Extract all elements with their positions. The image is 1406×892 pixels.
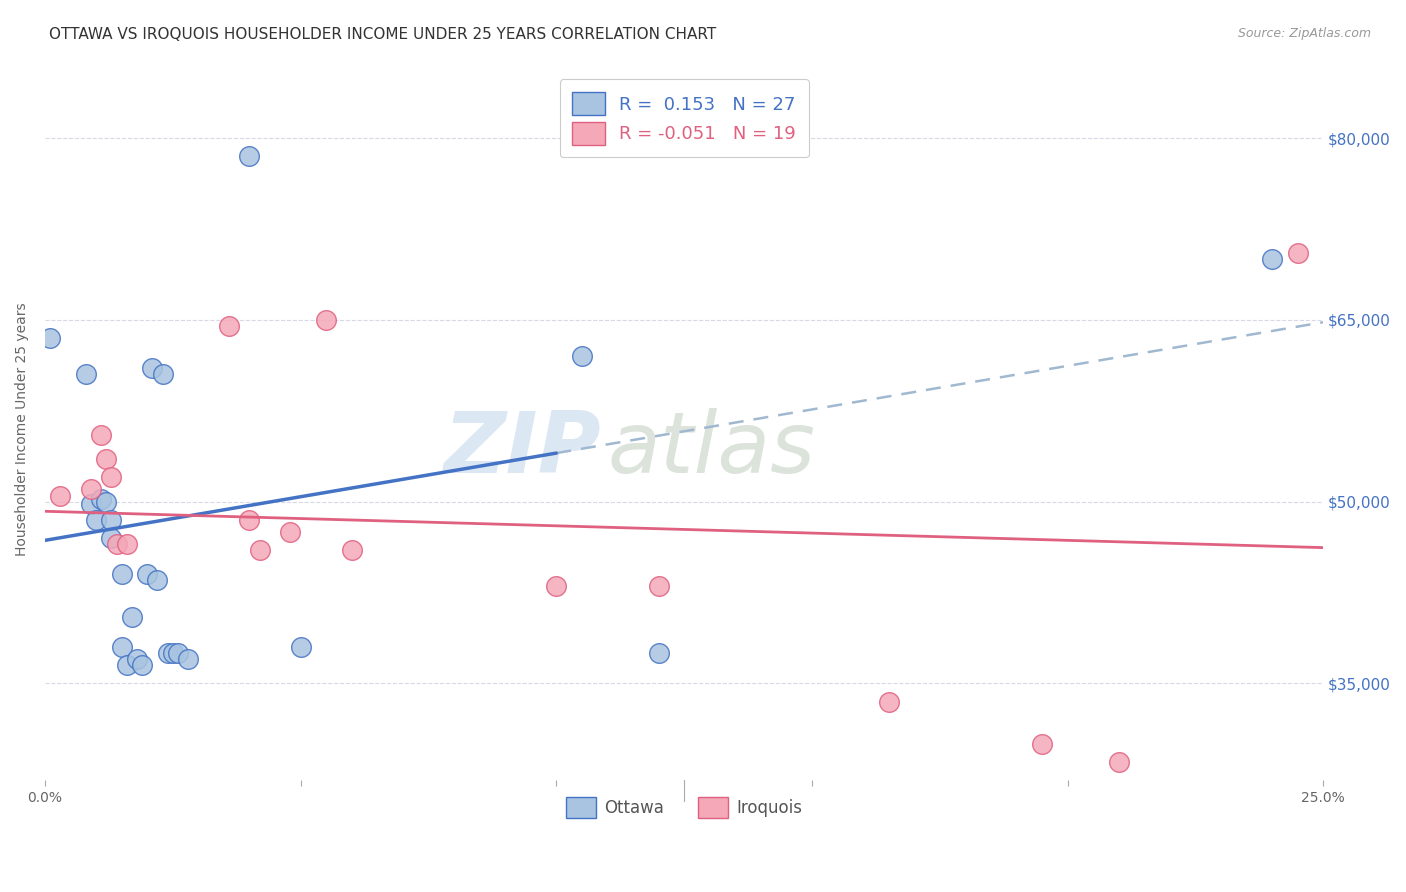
Point [146,574,169,588]
Point [111,567,134,582]
Point [152,368,174,382]
Point [156,646,179,660]
Point [141,361,163,376]
Point [647,646,669,660]
Text: Source: ZipAtlas.com: Source: ZipAtlas.com [1237,27,1371,40]
Point [80,497,103,511]
Point [84,513,107,527]
Point [1031,737,1053,751]
Point [111,640,134,654]
Point [39,331,62,345]
Text: ZIP: ZIP [443,409,600,491]
Text: atlas: atlas [607,409,815,491]
Text: OTTAWA VS IROQUOIS HOUSEHOLDER INCOME UNDER 25 YEARS CORRELATION CHART: OTTAWA VS IROQUOIS HOUSEHOLDER INCOME UN… [49,27,717,42]
Point [96,452,118,467]
Legend: Ottawa, Iroquois: Ottawa, Iroquois [560,790,808,825]
Point [290,640,312,654]
Point [238,513,260,527]
Point [131,658,153,673]
Point [167,646,190,660]
Point [1108,755,1130,769]
Point [546,579,568,593]
Point [115,658,138,673]
Point [115,537,138,551]
Point [75,368,97,382]
Point [1286,246,1309,260]
Y-axis label: Householder Income Under 25 years: Householder Income Under 25 years [15,302,30,556]
Point [90,492,112,507]
Point [877,694,900,708]
Point [96,494,118,508]
Point [1261,252,1284,267]
Point [100,531,122,545]
Point [340,543,363,558]
Point [177,652,200,666]
Point [100,470,122,484]
Point [100,513,122,527]
Point [315,313,337,327]
Point [162,646,184,660]
Point [80,483,103,497]
Point [280,524,302,539]
Point [49,489,72,503]
Point [125,652,148,666]
Point [90,428,112,442]
Point [121,609,143,624]
Point [136,567,159,582]
Point [647,579,669,593]
Point [249,543,271,558]
Point [571,349,593,363]
Point [105,537,128,551]
Point [238,149,260,163]
Point [218,318,240,333]
